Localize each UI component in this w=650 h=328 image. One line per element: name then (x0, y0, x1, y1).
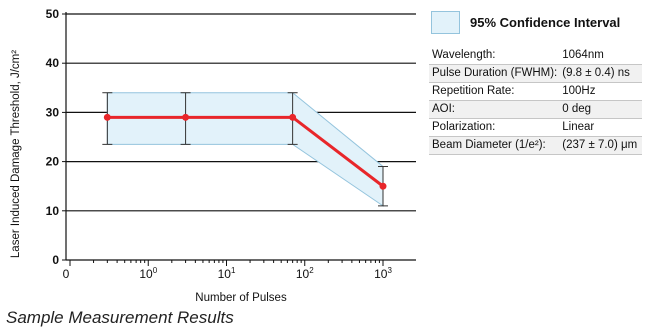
y-tick-label: 40 (46, 56, 60, 70)
data-point (103, 113, 111, 121)
spec-key: Beam Diameter (1/e²): (429, 136, 561, 155)
data-point (182, 113, 190, 121)
spec-key: AOI: (429, 100, 561, 119)
x-tick-label: 100 (139, 266, 157, 281)
y-tick-label: 10 (46, 204, 60, 218)
y-axis-title: Laser Induced Damage Threshold, J/cm² (10, 49, 22, 259)
spec-value: (9.8 ± 0.4) ns (560, 64, 642, 83)
x-tick-label: 101 (218, 266, 236, 281)
x-axis-title: Number of Pulses (195, 292, 287, 304)
confidence-band (106, 92, 384, 207)
data-point (379, 182, 387, 190)
confidence-interval-swatch (431, 10, 460, 34)
legend: 95% Confidence Interval (431, 10, 620, 34)
y-tick-label: 0 (52, 253, 59, 267)
measurement-spec-table: Wavelength: 1064nm Pulse Duration (FWHM):… (429, 47, 642, 155)
y-axis-title-wrap: Laser Induced Damage Threshold, J/cm² (4, 4, 28, 304)
spec-value: 100Hz (562, 85, 596, 97)
legend-label: 95% Confidence Interval (470, 14, 621, 30)
spec-value: (237 ± 7.0) μm (560, 136, 642, 155)
spec-value: 0 deg (560, 100, 642, 119)
series-line (107, 115, 384, 188)
spec-row: Beam Diameter (1/e²): (237 ± 7.0) μm (429, 136, 642, 155)
spec-key: Pulse Duration (FWHM): (429, 64, 561, 83)
spec-value: Linear (562, 121, 595, 133)
x-tick-label: 0 (63, 267, 70, 281)
spec-row: Pulse Duration (FWHM): (9.8 ± 0.4) ns (429, 64, 642, 83)
x-tick-label: 103 (374, 266, 392, 281)
spec-value: 1064nm (562, 49, 604, 61)
x-tick-label: 102 (296, 266, 314, 281)
y-tick-label: 50 (46, 7, 60, 21)
spec-row: Repetition Rate: 100Hz (429, 83, 642, 101)
data-point (289, 113, 297, 121)
spec-key: Polarization: (432, 121, 496, 133)
spec-key: Wavelength: (432, 49, 496, 61)
spec-row: AOI: 0 deg (429, 100, 642, 119)
spec-key: Repetition Rate: (432, 85, 515, 97)
y-tick-label: 20 (46, 155, 60, 169)
figure-caption: Sample Measurement Results (6, 308, 234, 327)
y-tick-label: 30 (46, 105, 60, 119)
spec-row: Polarization: Linear (429, 119, 642, 137)
spec-row: Wavelength: 1064nm (429, 47, 642, 65)
